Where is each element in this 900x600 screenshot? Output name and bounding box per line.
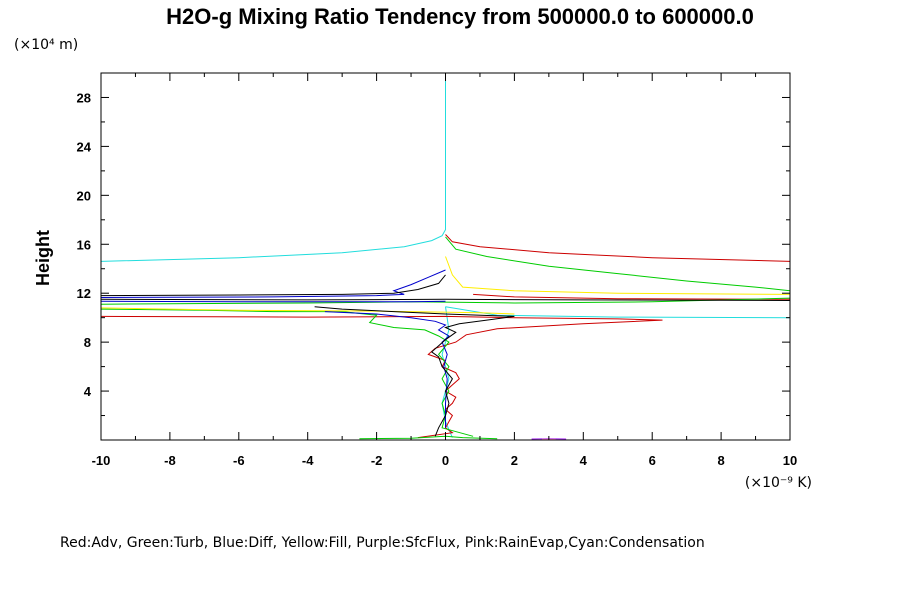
series-line-red: [101, 315, 663, 439]
x-tick-label: 6: [649, 453, 656, 468]
x-unit-label: (×10⁻⁹ K): [745, 475, 812, 491]
series-line-blue: [101, 300, 446, 303]
series-line-green: [445, 236, 790, 292]
x-tick-label: -6: [233, 453, 245, 468]
series-line-blue: [324, 311, 450, 428]
x-tick-label: -10: [92, 453, 111, 468]
y-tick-label: 16: [77, 237, 91, 252]
y-tick-label: 12: [77, 286, 91, 301]
x-tick-label: -2: [371, 453, 383, 468]
x-tick-label: 10: [783, 453, 797, 468]
series-line-black: [101, 274, 446, 297]
series-line-green: [101, 297, 790, 305]
x-tick-label: 0: [442, 453, 449, 468]
y-tick-label: 20: [77, 188, 91, 203]
x-tick-label: 8: [717, 453, 724, 468]
y-tick-label: 28: [77, 90, 91, 105]
series-layer: [101, 73, 790, 440]
x-tick-label: -4: [302, 453, 314, 468]
series-line-yellow: [101, 307, 515, 315]
legend-text: Red:Adv, Green:Turb, Blue:Diff, Yellow:F…: [60, 535, 705, 551]
series-line-green: [359, 435, 498, 440]
series-line-black: [314, 306, 515, 437]
x-tick-label: 4: [580, 453, 588, 468]
chart-title: H2O-g Mixing Ratio Tendency from 500000.…: [166, 4, 754, 29]
y-axis-label: Height: [33, 230, 53, 286]
y-tick-label: 4: [84, 384, 92, 399]
x-tick-label: 2: [511, 453, 518, 468]
y-unit-label: (×10⁴ m): [14, 37, 78, 53]
series-line-black: [101, 298, 790, 301]
series-line-red: [445, 234, 790, 262]
series-line-red: [473, 293, 790, 300]
y-tick-label: 8: [84, 335, 91, 350]
x-tick-label: -8: [164, 453, 176, 468]
y-tick-label: 24: [77, 139, 92, 154]
series-line-yellow: [445, 256, 790, 295]
series-line-cyan: [445, 306, 790, 319]
series-line-cyan: [101, 73, 446, 262]
series-line-green: [101, 308, 474, 437]
